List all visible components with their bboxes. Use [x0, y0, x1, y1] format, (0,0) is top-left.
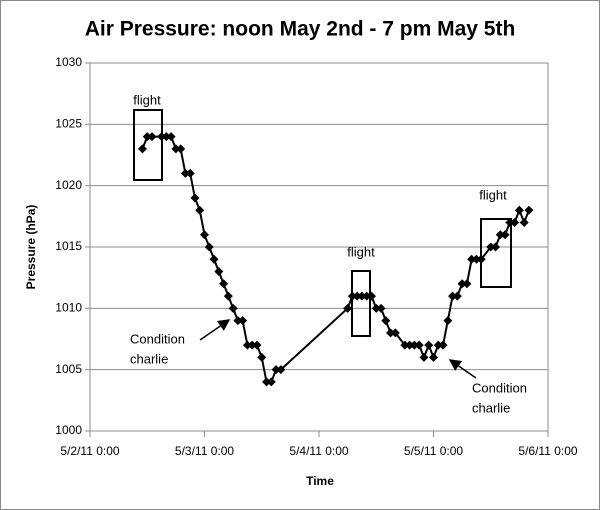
- annotation-arrow: [199, 319, 231, 341]
- data-point: [262, 377, 272, 387]
- annotation: flight: [133, 92, 161, 107]
- data-point: [257, 352, 267, 362]
- data-point: [252, 340, 262, 350]
- data-point: [448, 291, 458, 301]
- x-tick-label: 5/6/11 0:00: [518, 444, 577, 458]
- data-point: [467, 254, 477, 264]
- data-point: [424, 340, 434, 350]
- data-point: [409, 340, 419, 350]
- data-point: [433, 340, 443, 350]
- annotation: Condition: [472, 380, 527, 395]
- y-tick-label: 1000: [55, 423, 82, 437]
- data-point: [238, 316, 248, 326]
- data-point: [185, 168, 195, 178]
- flight-box: [133, 109, 163, 181]
- data-point: [271, 365, 281, 375]
- annotation: flight: [479, 187, 507, 202]
- data-point: [233, 316, 243, 326]
- y-tick-label: 1020: [55, 178, 82, 192]
- data-point: [510, 217, 520, 227]
- data-point: [161, 132, 171, 142]
- data-point: [371, 303, 381, 313]
- data-point: [381, 316, 391, 326]
- annotation: flight: [347, 244, 375, 259]
- data-point: [414, 340, 424, 350]
- data-point: [519, 217, 529, 227]
- data-point: [200, 230, 209, 240]
- data-point: [443, 316, 453, 326]
- data-point: [524, 205, 534, 215]
- data-point: [390, 328, 400, 338]
- y-tick-label: 1025: [55, 117, 82, 131]
- data-point: [429, 352, 438, 362]
- annotation: charlie: [130, 351, 168, 366]
- data-point: [471, 254, 481, 264]
- annotation-arrow: [448, 359, 477, 379]
- data-point: [514, 205, 524, 215]
- data-point: [400, 340, 410, 350]
- x-tick-label: 5/5/11 0:00: [404, 444, 463, 458]
- data-point: [376, 303, 386, 313]
- y-tick-label: 1030: [55, 55, 82, 69]
- data-point: [362, 291, 372, 301]
- data-point: [180, 168, 190, 178]
- data-point: [190, 193, 200, 203]
- data-point: [204, 242, 214, 252]
- flight-box: [480, 218, 512, 288]
- y-axis-title: Pressure (hPa): [24, 205, 38, 290]
- data-point: [214, 267, 224, 277]
- data-point: [343, 303, 353, 313]
- data-point: [505, 217, 515, 227]
- data-point: [209, 254, 219, 264]
- data-point: [242, 340, 252, 350]
- data-point: [438, 340, 448, 350]
- data-point: [166, 132, 176, 142]
- data-point: [486, 242, 496, 252]
- x-tick-label: 5/4/11 0:00: [289, 444, 348, 458]
- y-tick-label: 1010: [55, 301, 82, 315]
- data-point: [142, 132, 152, 142]
- data-point: [419, 352, 429, 362]
- data-point: [171, 144, 181, 154]
- flight-box: [351, 270, 371, 337]
- chart-title: Air Pressure: noon May 2nd - 7 pm May 5t…: [85, 18, 516, 41]
- y-tick-label: 1015: [55, 239, 82, 253]
- data-point: [195, 205, 205, 215]
- data-point: [137, 144, 147, 154]
- data-point: [462, 279, 472, 289]
- data-point: [276, 365, 286, 375]
- data-point: [247, 340, 257, 350]
- data-point: [228, 303, 238, 313]
- data-point: [386, 328, 396, 338]
- data-point: [352, 291, 362, 301]
- data-point: [147, 132, 157, 142]
- data-point: [491, 242, 501, 252]
- data-point: [405, 340, 415, 350]
- x-tick-label: 5/3/11 0:00: [175, 444, 234, 458]
- x-axis-title: Time: [306, 474, 334, 488]
- data-point: [176, 144, 186, 154]
- data-point: [500, 230, 510, 240]
- data-point: [452, 291, 462, 301]
- data-point: [219, 279, 229, 289]
- annotation: Condition: [130, 331, 185, 346]
- data-point: [495, 230, 505, 240]
- y-tick-label: 1005: [55, 362, 82, 376]
- x-tick-label: 5/2/11 0:00: [60, 444, 119, 458]
- data-point: [266, 377, 276, 387]
- data-point: [223, 291, 233, 301]
- annotation: charlie: [472, 400, 510, 415]
- data-point: [457, 279, 467, 289]
- data-point: [357, 291, 367, 301]
